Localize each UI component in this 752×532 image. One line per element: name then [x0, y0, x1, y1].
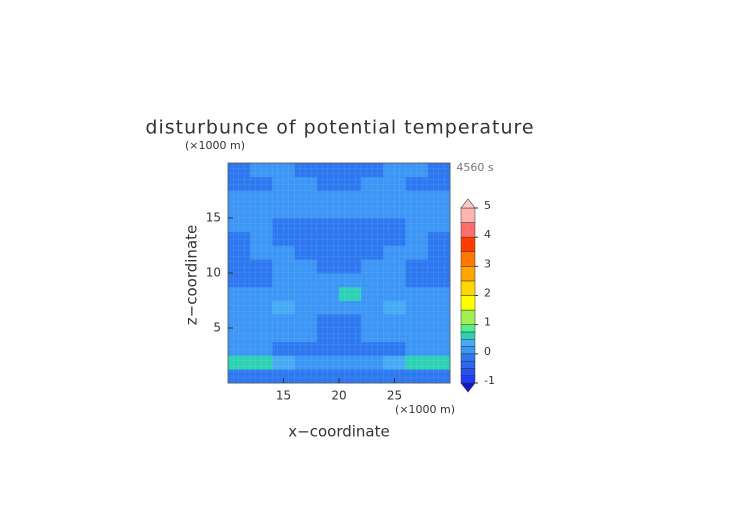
colorbar-segment: [460, 222, 476, 238]
colorbar-segment: [460, 207, 476, 223]
colorbar-segment: [460, 236, 476, 253]
colorbar-segment: [460, 251, 476, 267]
y-tick-label: 5: [213, 321, 221, 335]
colorbar-segment: [460, 375, 476, 384]
colorbar-segment: [460, 266, 476, 282]
y-label: z−coordinate: [183, 225, 201, 325]
colorbar-tick-label: 4: [484, 228, 491, 241]
y-tick-label: 15: [206, 211, 221, 225]
colorbar-over: [460, 198, 476, 209]
colorbar-segment: [460, 331, 476, 340]
x-tick-label: 25: [387, 389, 402, 403]
colorbar-segment: [460, 360, 476, 369]
x-label: x−coordinate: [288, 423, 389, 441]
colorbar-segment: [460, 295, 476, 311]
colorbar-tick-label: 2: [484, 287, 491, 300]
colorbar-segment: [460, 368, 476, 376]
colorbar-segment: [460, 339, 476, 347]
y-unit: (×1000 m): [185, 139, 245, 152]
chart-title: disturbunce of potential temperature: [145, 117, 534, 139]
colorbar-tick-label: 3: [484, 257, 491, 270]
y-tick-label: 10: [206, 266, 221, 280]
colorbar-segment: [460, 353, 476, 362]
colorbar-tick-label: 0: [484, 345, 491, 358]
colorbar-tick-label: 1: [484, 316, 491, 329]
colorbar-segment: [460, 280, 476, 296]
time-label: 4560 s: [456, 161, 493, 174]
colorbar-tick-label: -1: [484, 374, 495, 387]
colorbar-segment: [460, 346, 476, 355]
x-tick-label: 20: [331, 389, 346, 403]
colorbar-segment: [460, 309, 476, 325]
colorbar-under: [460, 382, 476, 393]
colorbar-tick-label: 5: [484, 199, 491, 212]
colorbar-segment: [460, 324, 476, 333]
x-tick-label: 15: [276, 389, 291, 403]
grid-overlay: [228, 163, 450, 383]
x-unit: (×1000 m): [395, 403, 455, 416]
